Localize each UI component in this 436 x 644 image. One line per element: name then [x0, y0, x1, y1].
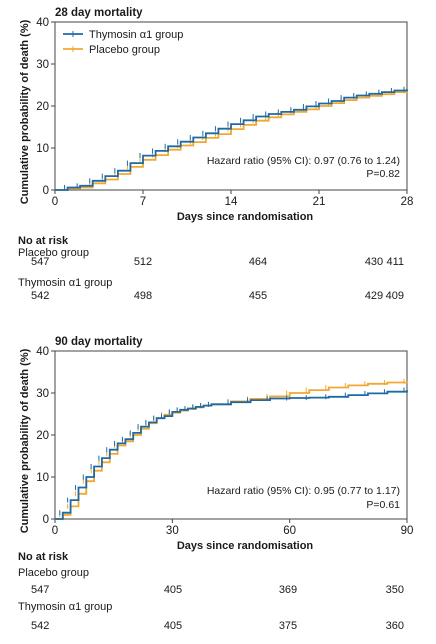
chart-title: 90 day mortality: [55, 336, 143, 348]
hazard-ratio-text: Hazard ratio (95% CI): 0.95 (0.77 to 1.1…: [207, 485, 400, 497]
x-tick-label: 28: [401, 196, 414, 208]
x-tick-label: 14: [225, 196, 238, 208]
y-tick-label: 10: [36, 472, 49, 484]
risk-value: 464: [249, 256, 267, 268]
risk-value: 429: [365, 290, 383, 302]
risk-table-header: No at risk: [18, 551, 69, 563]
y-tick-label: 40: [36, 346, 49, 358]
risk-value: 409: [386, 290, 404, 302]
chart-title: 28 day mortality: [55, 7, 143, 19]
p-value-text: P=0.61: [366, 499, 400, 511]
risk-value: 547: [31, 256, 49, 268]
y-axis-label: Cumulative probability of death (%): [19, 19, 31, 204]
series-line-placebo: [55, 90, 408, 191]
y-tick-label: 30: [36, 388, 49, 400]
risk-value: 498: [134, 290, 152, 302]
risk-table: No at risk Placebo group 547 405 369 350 Thymo…: [18, 551, 404, 632]
x-tick-label: 90: [401, 525, 414, 537]
risk-value: 405: [164, 584, 182, 596]
y-tick-label: 40: [36, 17, 49, 29]
x-tick-label: 0: [52, 525, 58, 537]
risk-value: 455: [249, 290, 267, 302]
risk-table-header: No at risk: [18, 235, 69, 247]
risk-row-label: Placebo group: [18, 567, 89, 579]
y-tick-label: 20: [36, 101, 49, 113]
chart-panel-2: 90 day mortality 0 10 20 30 40 0 30 60 90 Days sin…: [18, 336, 413, 632]
x-tick-label: 0: [52, 196, 58, 208]
risk-value: 369: [279, 584, 297, 596]
hazard-ratio-text: Hazard ratio (95% CI): 0.97 (0.76 to 1.2…: [207, 155, 400, 167]
x-tick-label: 60: [283, 525, 296, 537]
y-tick-label: 10: [36, 143, 49, 155]
risk-row-label: Thymosin α1 group: [18, 601, 112, 613]
x-axis-label: Days since randomisation: [177, 211, 314, 223]
y-tick-label: 0: [43, 185, 49, 197]
legend-entry: Placebo group: [89, 44, 160, 56]
chart-panel-1: 28 day mortality 0 10 20 30 40 0 7 14 21 28 Days si…: [18, 7, 413, 302]
y-tick-label: 0: [43, 514, 49, 526]
risk-value: 547: [31, 584, 49, 596]
risk-value: 542: [31, 290, 49, 302]
risk-value: 375: [279, 620, 297, 632]
y-tick-label: 30: [36, 59, 49, 71]
y-tick-label: 20: [36, 430, 49, 442]
risk-value: 512: [134, 256, 152, 268]
risk-row-label: Placebo group: [18, 247, 89, 259]
x-axis-label: Days since randomisation: [177, 540, 314, 552]
risk-value: 405: [164, 620, 182, 632]
p-value-text: P=0.82: [366, 168, 400, 180]
y-axis-label: Cumulative probability of death (%): [19, 348, 31, 533]
risk-value: 350: [386, 584, 404, 596]
series-line-thymosin: [55, 390, 408, 520]
risk-value: 360: [386, 620, 404, 632]
risk-value: 411: [386, 256, 404, 268]
x-tick-label: 7: [140, 196, 146, 208]
legend-entry: Thymosin α1 group: [89, 29, 183, 41]
x-tick-label: 21: [313, 196, 326, 208]
risk-value: 542: [31, 620, 49, 632]
risk-value: 430: [365, 256, 383, 268]
x-tick-label: 30: [166, 525, 179, 537]
risk-row-label: Thymosin α1 group: [18, 277, 112, 289]
series-line-thymosin: [55, 89, 408, 191]
